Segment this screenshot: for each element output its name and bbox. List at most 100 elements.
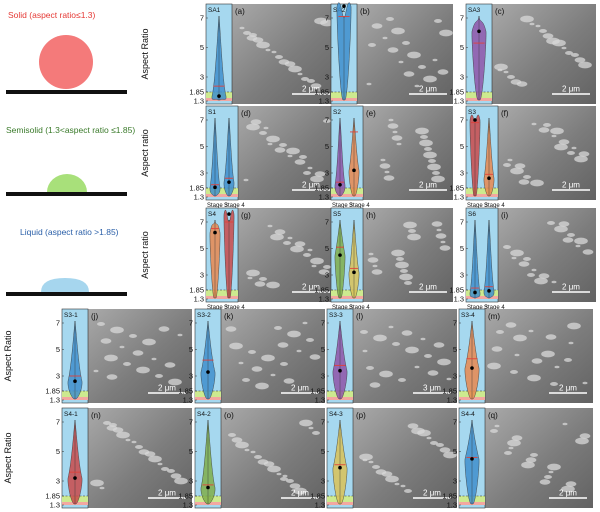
sem-particle — [430, 441, 438, 445]
sem-particle — [371, 23, 383, 29]
sem-particle — [558, 221, 570, 227]
y-tick-label: 1.85 — [442, 492, 457, 501]
sem-particle — [558, 139, 570, 145]
sem-particle — [528, 329, 534, 333]
y-tick-label: 5 — [325, 43, 329, 52]
y-tick-label: 3 — [321, 477, 325, 486]
sem-particle — [369, 382, 381, 388]
sem-particle — [123, 362, 131, 366]
sem-particle — [507, 158, 513, 162]
sem-particle — [282, 474, 288, 478]
sem-particle — [385, 475, 399, 483]
sem-particle — [504, 451, 512, 455]
panel-s4-4: 7 5 3 1.851.3 S4-4 (q) 2 μm — [442, 407, 593, 510]
y-tick-label: 1.3 — [315, 396, 325, 405]
y-tick-label: 5 — [460, 43, 464, 52]
sem-particle — [246, 269, 260, 277]
violin-mean-point — [338, 253, 342, 257]
sem-particle — [244, 448, 250, 452]
sem-particle — [164, 362, 176, 368]
sem-particle — [379, 370, 393, 378]
panel-s3-4: 7 5 3 1.851.3 S3-4 (m) 2 μm — [442, 308, 593, 405]
y-tick-label: 7 — [325, 116, 329, 125]
sem-image — [492, 4, 596, 104]
sem-particle — [554, 225, 568, 233]
scale-bar-label: 2 μm — [302, 181, 320, 190]
legend-semisolid-substrate — [6, 192, 127, 196]
sem-particle — [571, 53, 579, 57]
sem-particle — [427, 163, 441, 171]
scale-bar-label: 2 μm — [562, 85, 580, 94]
stage-label: Stage 4 — [484, 203, 505, 209]
panel-title: S3-1 — [64, 312, 78, 319]
sem-particle — [514, 163, 526, 169]
sem-particle — [279, 143, 287, 147]
sem-particle — [129, 334, 137, 338]
sem-particle — [97, 322, 105, 326]
sem-particle — [579, 433, 591, 439]
sem-particle — [267, 465, 281, 473]
y-tick-label: 1.85 — [310, 387, 325, 396]
sem-particle — [440, 240, 446, 244]
sem-particle — [531, 122, 537, 126]
sem-particle — [242, 378, 250, 382]
sem-particle — [391, 135, 403, 141]
sem-particle — [246, 35, 258, 41]
sem-particle — [554, 143, 568, 151]
y-tick-label: 1.3 — [447, 396, 457, 405]
sem-particle — [308, 426, 314, 430]
sem-particle — [398, 60, 404, 64]
y-tick-label: 1.85 — [449, 88, 464, 97]
y-tick-label: 3 — [460, 73, 464, 82]
sem-particle — [125, 438, 131, 442]
sem-particle — [433, 342, 445, 348]
sem-particle — [396, 257, 404, 261]
sem-particle — [270, 233, 284, 241]
sem-particle — [435, 233, 447, 239]
y-tick-label: 1.85 — [189, 88, 204, 97]
sem-particle — [119, 345, 125, 349]
sem-particle — [415, 127, 429, 135]
y-tick-label: 1.85 — [314, 286, 329, 295]
sem-particle — [287, 154, 293, 158]
sem-particle — [99, 486, 105, 490]
sem-particle — [568, 341, 574, 345]
sem-particle — [490, 429, 498, 433]
sem-particle — [250, 450, 256, 454]
sem-particle — [582, 249, 594, 255]
y-tick-label: 1.85 — [449, 184, 464, 193]
y-tick-label: 3 — [325, 73, 329, 82]
sem-particle — [235, 441, 249, 449]
sem-particle — [280, 477, 288, 481]
sem-particle — [312, 431, 320, 435]
sem-particle — [523, 257, 531, 261]
y-tick-label: 5 — [460, 244, 464, 253]
sem-particle — [391, 249, 405, 257]
sem-particle — [535, 24, 541, 28]
panel-title: S2 — [333, 109, 341, 116]
y-tick-label: 1.85 — [314, 88, 329, 97]
sem-particle — [267, 224, 273, 228]
sem-particle — [411, 427, 425, 435]
sem-particle — [386, 17, 394, 21]
panel-title: S4-4 — [461, 411, 475, 418]
sem-particle — [403, 71, 415, 77]
sem-particle — [565, 481, 577, 487]
sem-particle — [255, 382, 269, 390]
y-tick-label: 7 — [460, 116, 464, 125]
sem-particle — [360, 330, 368, 334]
y-tick-label: 7 — [325, 218, 329, 227]
sem-particle — [239, 26, 245, 30]
violin-mean-point — [473, 290, 477, 295]
sem-particle — [420, 337, 426, 341]
panel-letter: (l) — [356, 312, 363, 321]
sem-particle — [427, 370, 439, 376]
y-tick-label: 3 — [460, 169, 464, 178]
sem-particle — [439, 245, 451, 251]
sem-particle — [302, 321, 308, 325]
violin-mean-point — [338, 465, 342, 470]
y-tick-label: 3 — [56, 477, 60, 486]
sem-particle — [491, 346, 503, 352]
